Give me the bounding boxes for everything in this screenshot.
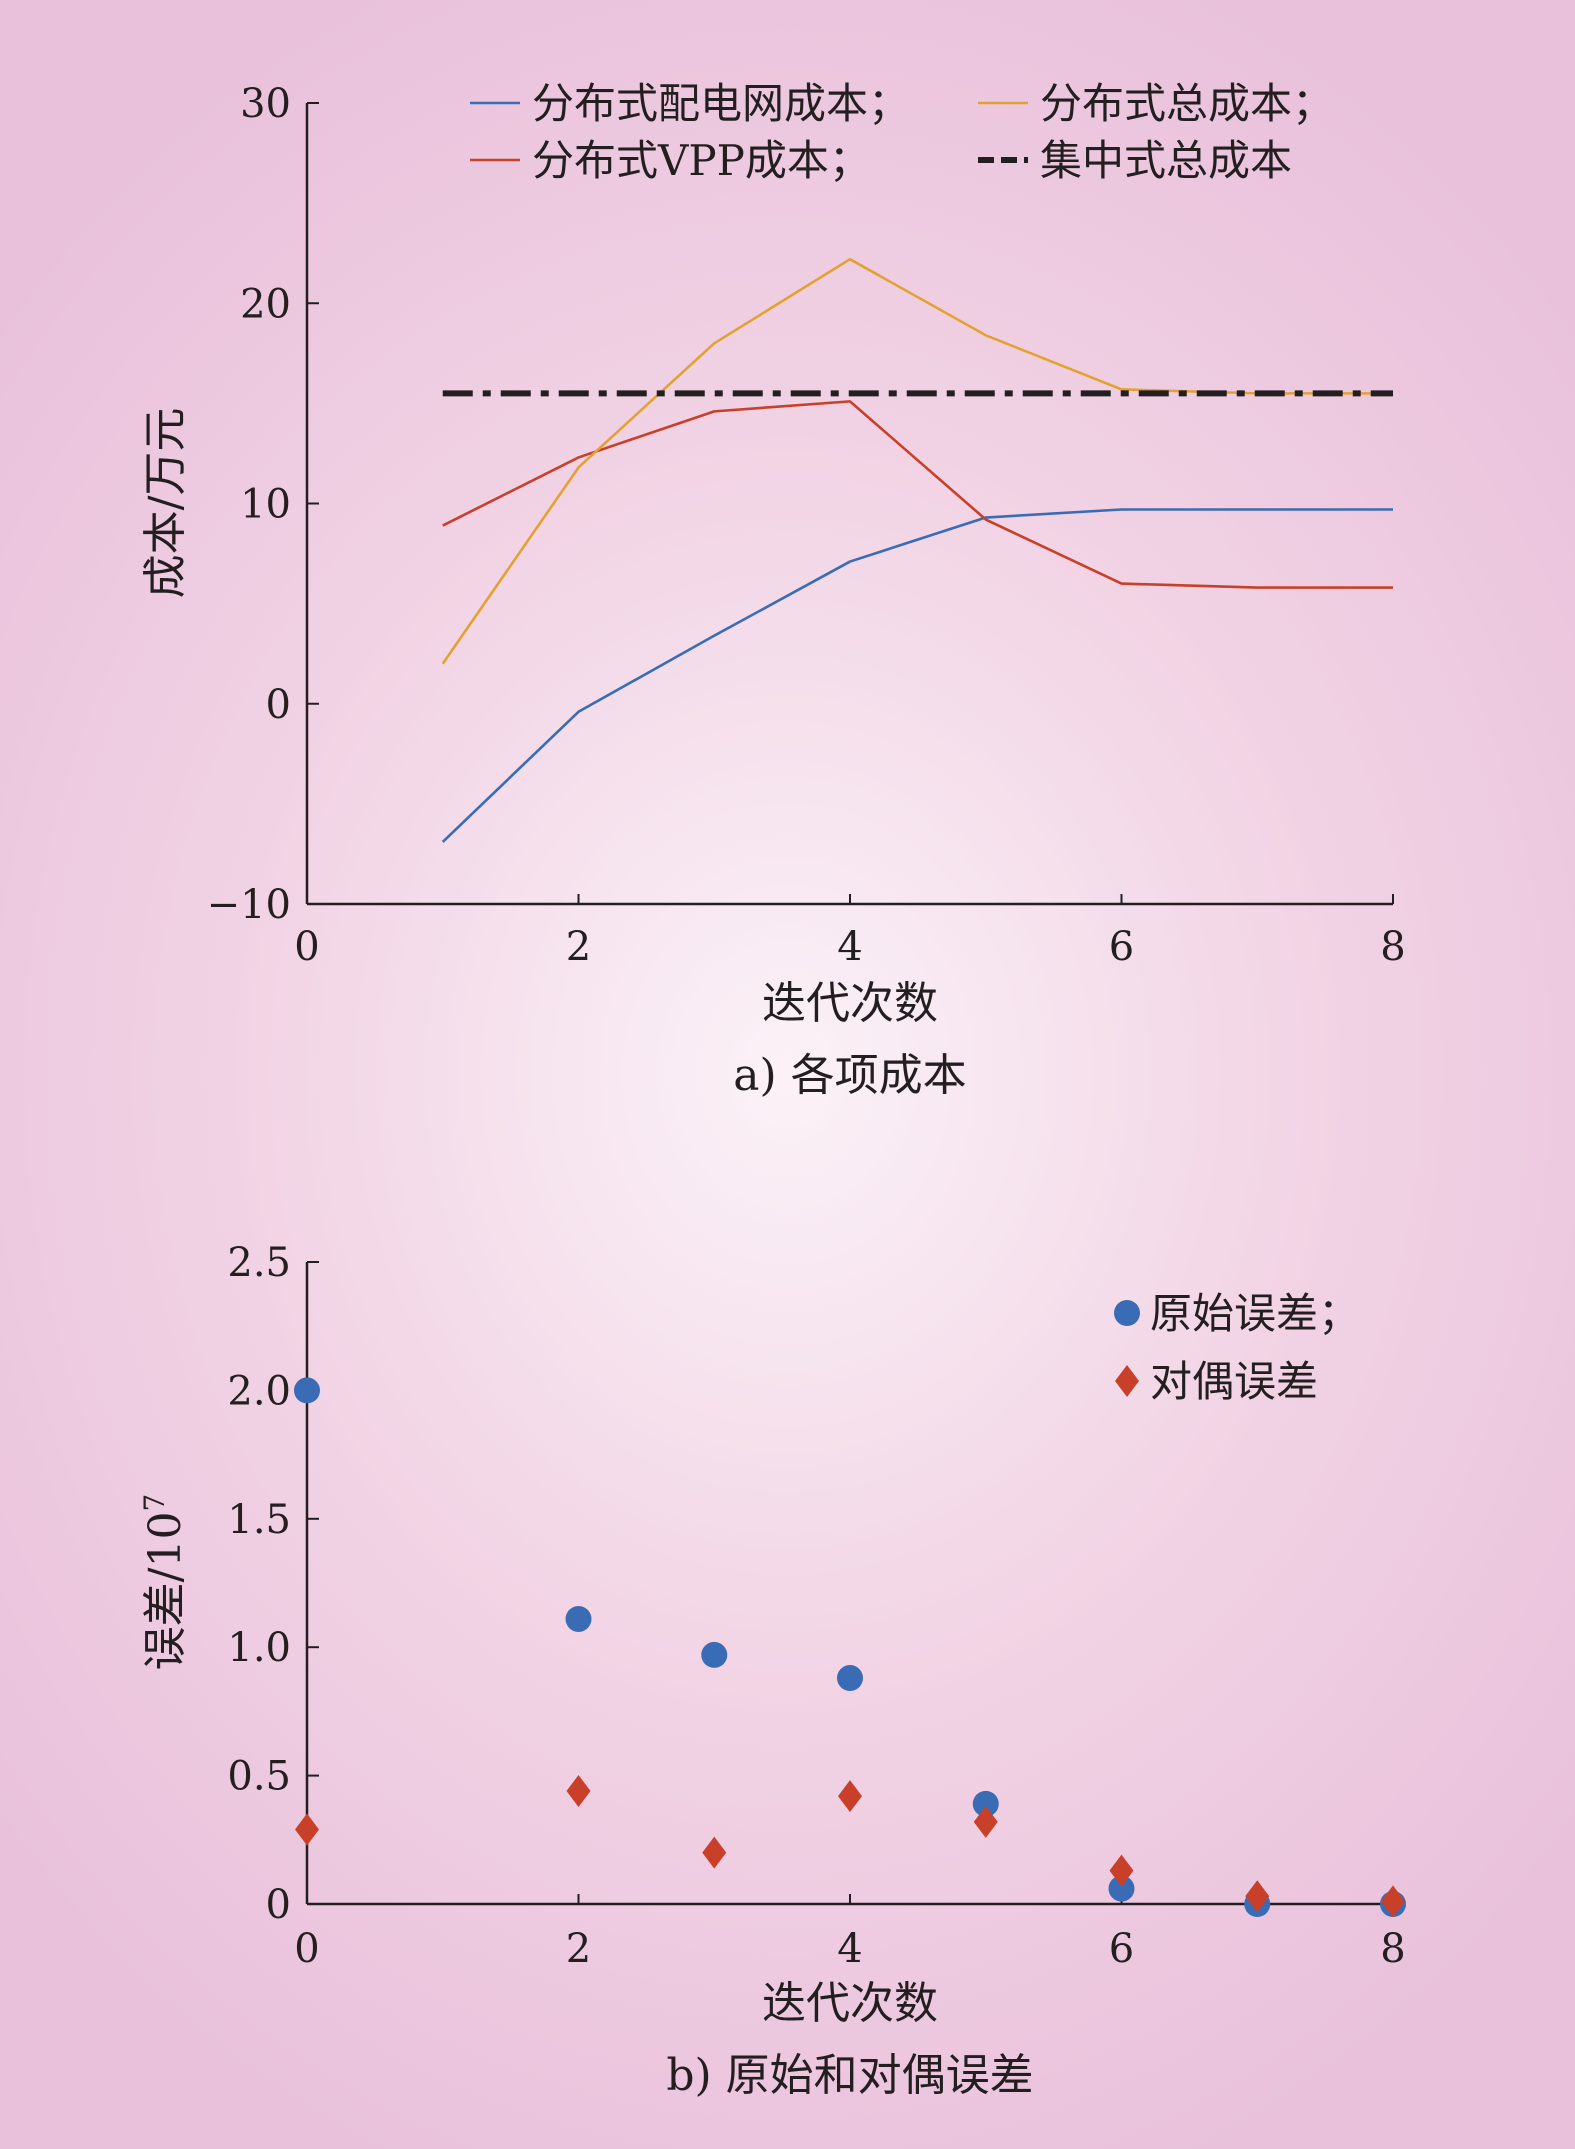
legend-label-dual: 对偶误差 [1150, 1357, 1318, 1406]
point-primal-2 [701, 1641, 728, 1668]
chart-caption: b) 原始和对偶误差 [666, 2050, 1033, 2101]
legend-marker-primal [1114, 1300, 1140, 1326]
x-tick-label: 2 [566, 1926, 591, 1972]
point-primal-4 [972, 1790, 999, 1817]
y-tick-label: 10 [240, 482, 291, 528]
y-tick-label: 2.0 [227, 1368, 291, 1414]
point-dual-2 [702, 1836, 727, 1869]
series-line-0 [441, 508, 1393, 843]
x-tick-label: 8 [1380, 924, 1405, 970]
point-primal-0 [294, 1377, 320, 1404]
point-dual-6 [1245, 1880, 1270, 1913]
x-tick-label: 8 [1380, 1926, 1405, 1972]
point-primal-5 [1108, 1875, 1135, 1902]
y-tick-label: 0 [266, 682, 291, 728]
y-tick-label: 0 [266, 1882, 291, 1928]
y-tick-label: 1.5 [227, 1497, 291, 1543]
y-tick-label: 30 [240, 81, 291, 127]
point-dual-1 [566, 1775, 591, 1808]
point-primal-3 [837, 1665, 863, 1692]
point-dual-7 [1381, 1885, 1405, 1918]
x-tick-label: 6 [1109, 1926, 1134, 1972]
point-primal-1 [565, 1605, 592, 1632]
y-axis-title: 误差/107 [138, 1494, 191, 1671]
point-dual-5 [1109, 1854, 1134, 1887]
legend-label-primal: 原始误差； [1150, 1289, 1360, 1338]
legend-label-0: 分布式配电网成本； [532, 79, 910, 128]
legend-label-1: 分布式VPP成本； [532, 136, 871, 185]
error-chart: 0 2 4 6 8 2.5 2.0 1.5 1.0 0.5 0 迭代次数 误差/107 b) 原始和对偶误… [138, 1240, 1406, 2101]
point-dual-0 [295, 1813, 319, 1846]
y-tick-label: 20 [240, 281, 291, 327]
x-tick-label: 0 [294, 924, 319, 970]
y-axis-title-exponent: 7 [138, 1494, 171, 1512]
x-axis-title: 迭代次数 [762, 978, 938, 1029]
x-tick-label: 4 [837, 924, 862, 970]
legend-label-2: 分布式总成本； [1040, 79, 1334, 128]
x-tick-label: 2 [566, 924, 591, 970]
y-tick-label: 2.5 [227, 1240, 291, 1286]
y-axis-title-text: 误差/10 [140, 1512, 191, 1671]
point-dual-4 [973, 1805, 998, 1838]
x-tick-label: 0 [294, 1926, 319, 1972]
legend-marker-dual [1115, 1365, 1139, 1397]
y-axis-title-text: 成本/万元 [140, 408, 191, 599]
x-tick-label: 4 [837, 1926, 862, 1972]
x-axis-title: 迭代次数 [762, 1978, 938, 2029]
series-line-1 [442, 400, 1393, 589]
chart-caption: a) 各项成本 [733, 1050, 966, 1101]
y-tick-label: 1.0 [227, 1625, 291, 1671]
series-line-2 [441, 257, 1393, 665]
y-tick-label: 0.5 [227, 1754, 291, 1800]
legend-label-3: 集中式总成本 [1040, 136, 1292, 185]
y-tick-label: −10 [207, 882, 291, 928]
x-tick-label: 6 [1109, 924, 1134, 970]
point-dual-3 [838, 1780, 862, 1813]
y-axis-title: 成本/万元 [140, 408, 191, 599]
